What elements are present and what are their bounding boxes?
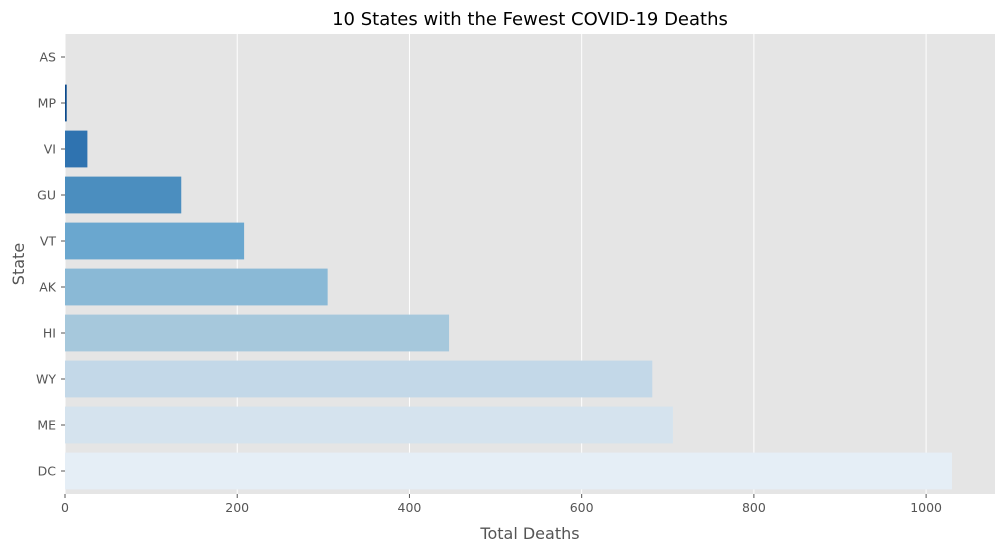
y-tick-label-ak: AK <box>39 280 57 295</box>
bar-dc <box>65 452 952 490</box>
x-tick-label-1000: 1000 <box>910 500 942 515</box>
x-axis-title: Total Deaths <box>479 524 579 543</box>
x-tick-label-400: 400 <box>398 500 422 515</box>
bar-vt <box>65 222 245 260</box>
chart-title: 10 States with the Fewest COVID-19 Death… <box>332 9 728 30</box>
y-axis-ticks: AS MP VI GU VT AK HI WY ME DC <box>36 50 65 479</box>
bar-ak <box>65 268 328 306</box>
y-tick-label-hi: HI <box>43 326 56 341</box>
x-tick-label-800: 800 <box>742 500 766 515</box>
y-tick-label-gu: GU <box>37 188 56 203</box>
bar-mp <box>65 84 67 122</box>
y-tick-label-me: ME <box>37 418 56 433</box>
bar-me <box>65 406 673 444</box>
bar-gu <box>65 176 182 214</box>
y-tick-label-dc: DC <box>38 464 57 479</box>
bar-wy <box>65 360 653 398</box>
x-tick-label-200: 200 <box>225 500 249 515</box>
y-tick-label-mp: MP <box>38 96 57 111</box>
bar-vi <box>65 130 88 168</box>
y-tick-label-vi: VI <box>44 142 56 157</box>
bars <box>65 84 952 490</box>
x-tick-label-600: 600 <box>570 500 594 515</box>
y-axis-title: State <box>9 243 28 285</box>
bar-hi <box>65 314 450 352</box>
y-tick-label-as: AS <box>40 50 57 65</box>
y-tick-label-wy: WY <box>36 372 56 387</box>
x-axis-ticks: 0 200 400 600 800 1000 <box>61 494 942 515</box>
x-tick-label-0: 0 <box>61 500 69 515</box>
y-tick-label-vt: VT <box>40 234 57 249</box>
